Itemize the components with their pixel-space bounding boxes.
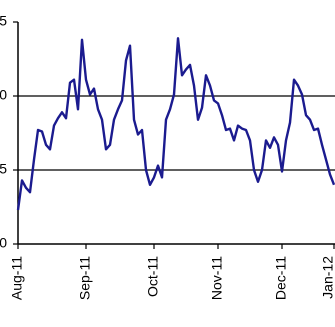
y-tick-label: 15: [0, 13, 7, 29]
x-tick-label: Sep-11: [77, 256, 93, 300]
x-tick-label: Oct-11: [145, 256, 161, 297]
series-line: [16, 37, 335, 211]
x-tick-label: Dec-11: [273, 256, 289, 300]
x-tick-label: Jan-12: [320, 256, 335, 299]
y-tick-label: 5: [0, 161, 7, 177]
y-tick-label: 0: [0, 235, 7, 251]
y-tick-label: 10: [0, 87, 7, 103]
x-tick-label: Aug-11: [9, 256, 25, 300]
x-tick-label: Nov-11: [209, 256, 225, 300]
